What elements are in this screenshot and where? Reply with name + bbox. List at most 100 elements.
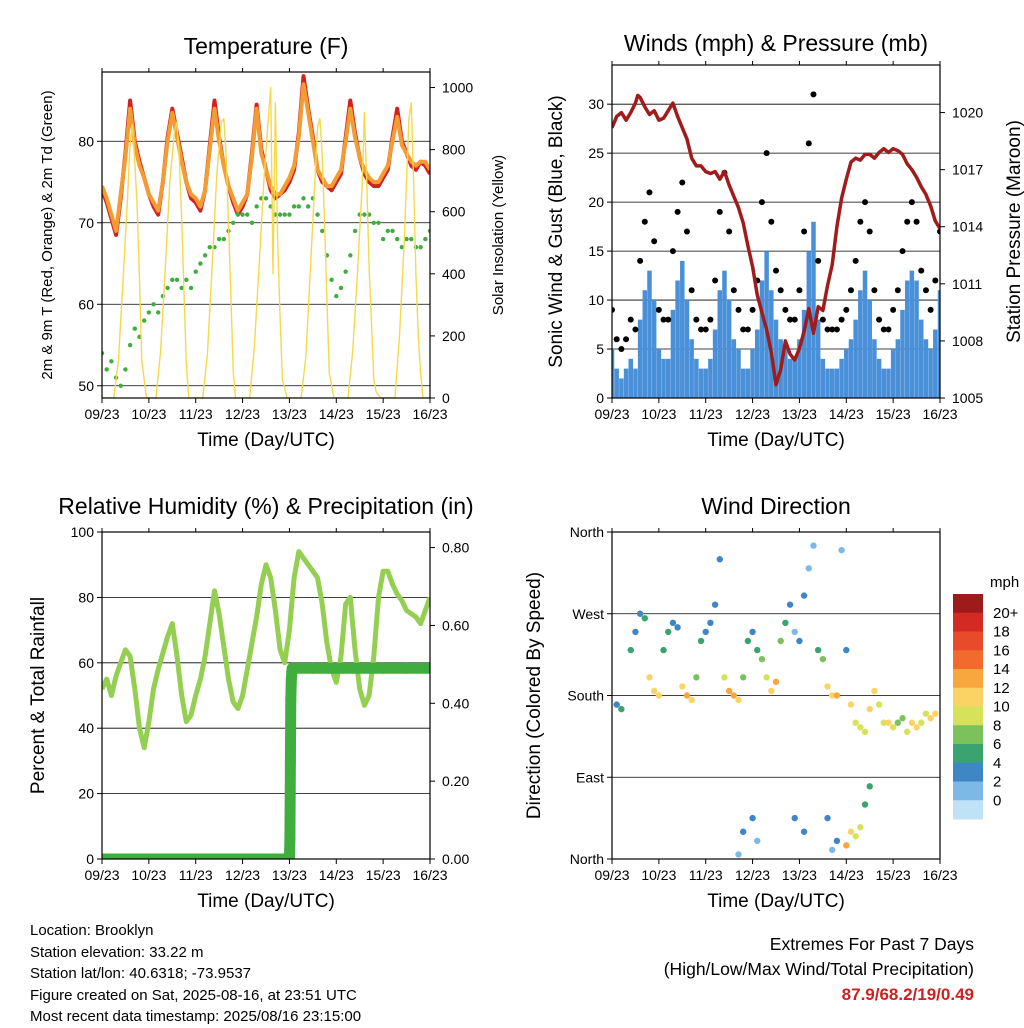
direction-point bbox=[730, 692, 738, 699]
series-point-gust bbox=[927, 306, 934, 313]
series-point-gust bbox=[749, 306, 756, 313]
series-point-gust bbox=[918, 267, 925, 274]
elevation-text: Station elevation: 33.22 m bbox=[30, 943, 204, 961]
x-tick-label: 09/23 bbox=[84, 867, 119, 883]
series-point-gust bbox=[876, 316, 883, 323]
y-tick-label: 20 bbox=[78, 786, 94, 802]
x-tick-label: 16/23 bbox=[922, 867, 957, 883]
direction-point bbox=[707, 619, 714, 627]
series-point-gust bbox=[862, 199, 869, 206]
created-text: Figure created on Sat, 2025-08-16, at 23… bbox=[30, 986, 357, 1004]
direction-point bbox=[847, 701, 855, 708]
series-point-2 bbox=[141, 318, 147, 323]
colorbar-swatch bbox=[953, 687, 983, 707]
colorbar-label: 8 bbox=[993, 717, 1001, 734]
direction-point bbox=[786, 601, 794, 608]
y-tick-label: 60 bbox=[78, 296, 94, 312]
series-point-2 bbox=[174, 277, 180, 283]
direction-point bbox=[660, 646, 667, 654]
series-point-gust bbox=[735, 306, 742, 313]
series-point-2 bbox=[179, 285, 184, 291]
chart-winds: Winds (mph) & Pressure (mb) 0 5 10 15 20 25 30 1… bbox=[546, 30, 1024, 451]
series-point-gust bbox=[847, 287, 854, 294]
series-point-gust bbox=[890, 306, 897, 313]
colorbar-swatch bbox=[953, 706, 983, 726]
direction-point bbox=[744, 637, 752, 645]
direction-point bbox=[852, 719, 859, 726]
series-point-gust bbox=[693, 316, 700, 323]
series-point-gust bbox=[660, 316, 667, 323]
series-line-rh bbox=[102, 549, 430, 751]
direction-point bbox=[875, 701, 883, 708]
series-point-2 bbox=[291, 204, 297, 209]
x-tick-label: 14/23 bbox=[319, 406, 354, 422]
series-point-2 bbox=[348, 253, 353, 258]
direction-point bbox=[829, 846, 836, 854]
extremes-subtitle: (High/Low/Max Wind/Total Precipitation) bbox=[663, 959, 974, 979]
y2-tick-label: 1008 bbox=[952, 333, 983, 349]
series-point-gust bbox=[618, 346, 625, 353]
y2-tick-label: 1014 bbox=[952, 219, 983, 235]
y2-tick-label: 1000 bbox=[442, 80, 473, 96]
direction-point bbox=[843, 842, 850, 849]
x-tick-label: 16/23 bbox=[412, 406, 447, 422]
plot-frame bbox=[611, 531, 941, 860]
direction-point bbox=[918, 719, 925, 726]
series-point-2 bbox=[184, 277, 189, 283]
series-point-2 bbox=[254, 204, 259, 209]
series-point-2 bbox=[207, 245, 212, 250]
extremes-box: Extremes For Past 7 Days (High/Low/Max W… bbox=[664, 932, 974, 1007]
series-point-gust bbox=[698, 326, 705, 333]
series-point-gust bbox=[796, 287, 803, 294]
series-point-2 bbox=[282, 212, 287, 217]
series-point-2 bbox=[231, 220, 236, 225]
direction-point bbox=[749, 628, 756, 636]
x-tick-label: 13/23 bbox=[782, 867, 817, 883]
x-tick-label: 16/23 bbox=[922, 406, 957, 422]
series-point-2 bbox=[277, 212, 283, 217]
direction-point bbox=[838, 546, 845, 554]
direction-point bbox=[889, 724, 897, 731]
series-point-gust bbox=[787, 316, 794, 323]
direction-point bbox=[922, 710, 930, 717]
y-tick-label: 40 bbox=[78, 720, 94, 736]
direction-point bbox=[683, 692, 691, 699]
y2-tick-label: 600 bbox=[442, 204, 466, 220]
y-tick-label: 50 bbox=[78, 378, 94, 394]
series-point-gust bbox=[857, 218, 864, 225]
direction-point bbox=[814, 646, 822, 654]
direction-point bbox=[913, 724, 920, 731]
y2-axis-label: Station Pressure (Maroon) bbox=[1004, 120, 1024, 343]
series-point-gust bbox=[655, 306, 662, 313]
chart-title: Wind Direction bbox=[701, 493, 851, 519]
series-point-gust bbox=[679, 179, 686, 186]
series-point-2 bbox=[287, 212, 292, 217]
x-tick-label: 13/23 bbox=[272, 406, 307, 422]
direction-point bbox=[852, 833, 859, 840]
direction-point bbox=[735, 696, 742, 704]
y-tick-label: 100 bbox=[71, 524, 95, 540]
direction-point bbox=[871, 687, 878, 695]
direction-point bbox=[679, 683, 686, 690]
chart-title: Temperature (F) bbox=[184, 33, 349, 59]
y-axis-label: 2m & 9m T (Red, Orange) & 2m Td (Green) bbox=[39, 90, 56, 379]
series-point-2 bbox=[423, 236, 428, 242]
direction-point bbox=[810, 542, 817, 549]
direction-point bbox=[861, 801, 869, 808]
series-point-2 bbox=[418, 245, 423, 250]
series-point-gust bbox=[932, 277, 939, 284]
series-point-2 bbox=[151, 302, 156, 307]
series-point-gust bbox=[773, 267, 779, 274]
y-tick-label: East bbox=[576, 769, 604, 785]
y2-tick-label: 800 bbox=[442, 142, 466, 158]
colorbar-swatch bbox=[953, 650, 983, 670]
extremes-title: Extremes For Past 7 Days bbox=[769, 934, 974, 954]
x-tick-label: 12/23 bbox=[735, 406, 770, 422]
series-point-gust bbox=[612, 306, 615, 313]
extremes-values: 87.9/68.2/19/0.49 bbox=[841, 985, 974, 1004]
series-point-gust bbox=[716, 208, 723, 215]
series-point-2 bbox=[362, 212, 367, 217]
direction-point bbox=[618, 705, 625, 713]
series-point-2 bbox=[165, 285, 170, 291]
